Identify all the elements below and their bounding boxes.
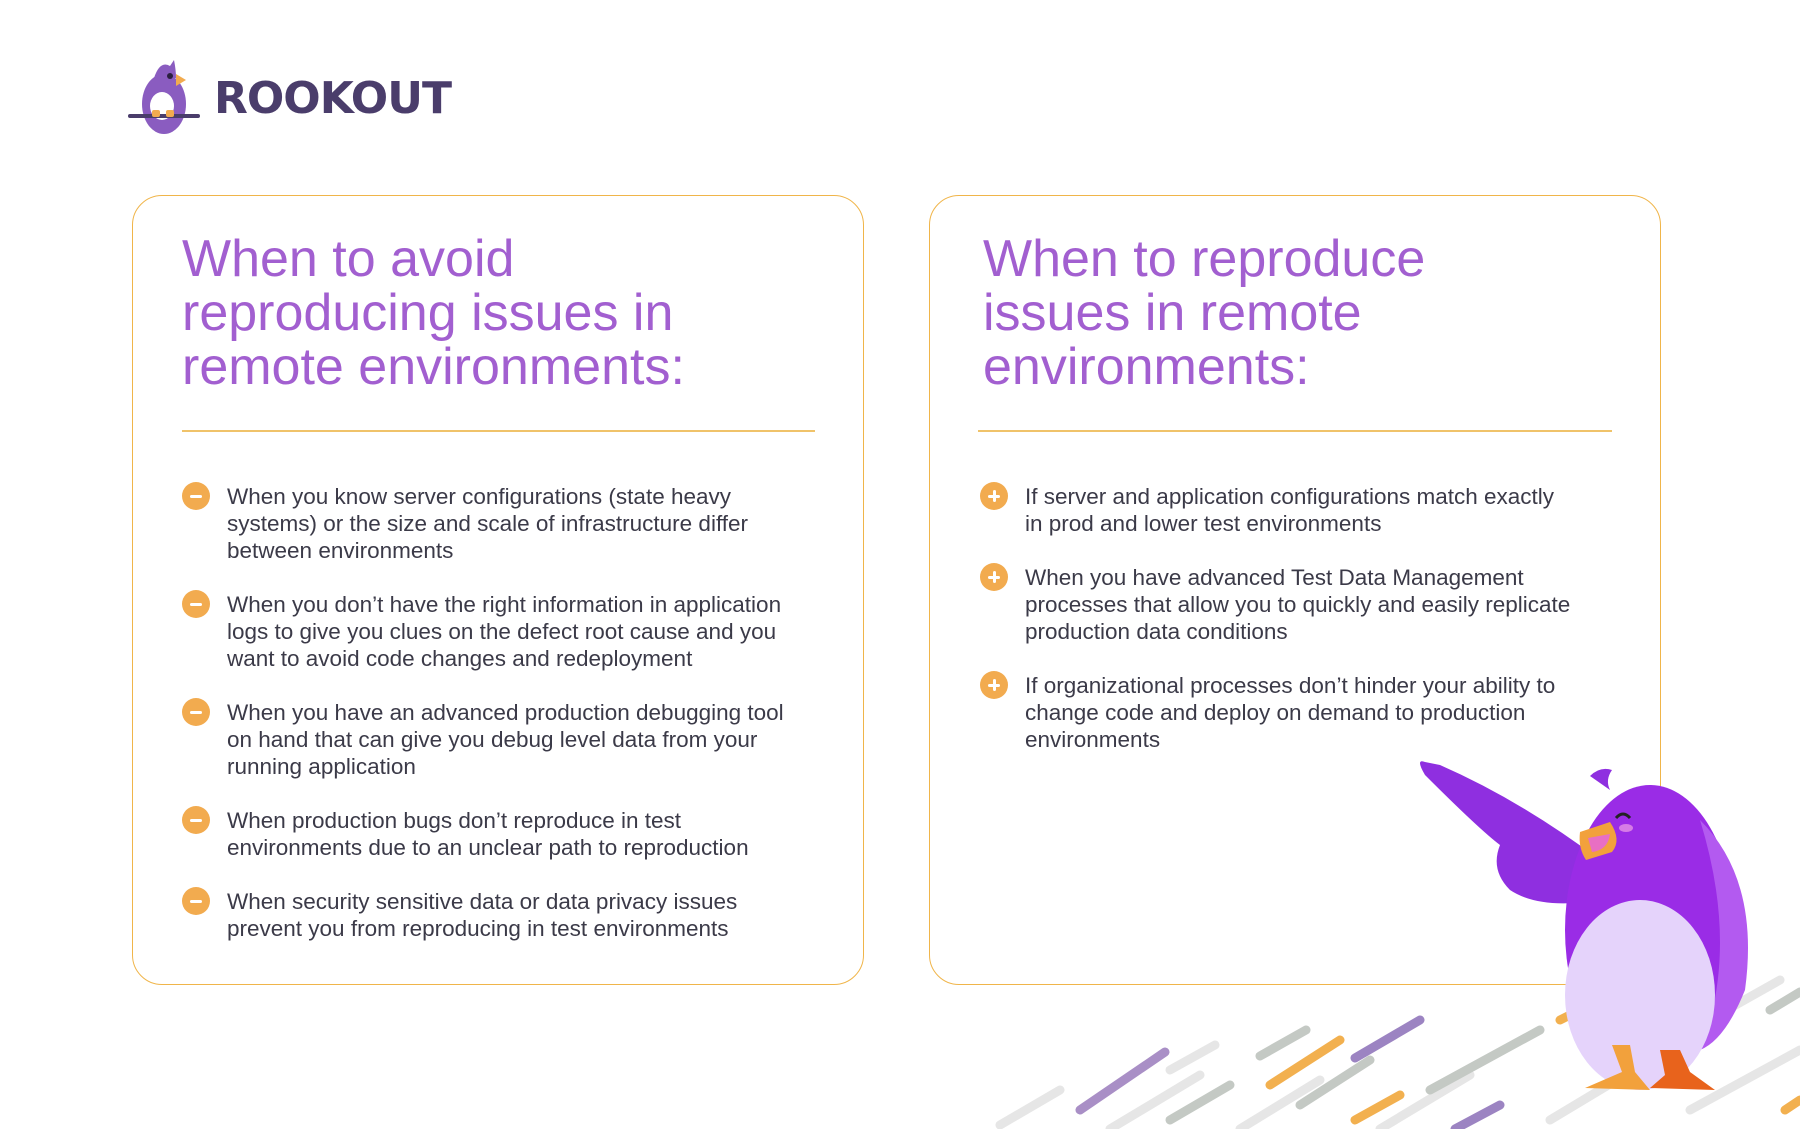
list-item: If server and application configurations… [980, 482, 1630, 537]
item-text: When you know server configurations (sta… [227, 483, 748, 564]
card-title: When to reproduce issues in remote envir… [983, 232, 1425, 394]
plus-circle-icon [980, 671, 1008, 699]
text-line: environments due to an unclear path to r… [227, 835, 749, 860]
text-line: in prod and lower test environments [1025, 511, 1382, 536]
text-line: environments [1025, 727, 1161, 752]
item-text: If organizational processes don’t hinder… [1025, 672, 1555, 753]
brand-name: ROOKOUT [214, 72, 452, 124]
text-line: prevent you from reproducing in test env… [227, 916, 729, 941]
title-line: When to reproduce [983, 230, 1426, 288]
card-title: When to avoid reproducing issues in remo… [182, 232, 685, 394]
title-line: reproducing issues in [182, 284, 674, 342]
list-item: When you have advanced Test Data Managem… [980, 563, 1630, 645]
text-line: production data conditions [1025, 619, 1288, 644]
list-item: If organizational processes don’t hinder… [980, 671, 1630, 753]
bird-logo-icon [128, 60, 200, 134]
text-line: between environments [227, 538, 454, 563]
text-line: If server and application configurations… [1025, 484, 1555, 509]
text-line: When you don’t have the right informatio… [227, 592, 782, 617]
item-text: When you have an advanced production deb… [227, 699, 784, 780]
text-line: processes that allow you to quickly and … [1025, 592, 1571, 617]
reproduce-card: When to reproduce issues in remote envir… [929, 195, 1661, 985]
title-line: environments: [983, 338, 1310, 396]
text-line: When you have an advanced production deb… [227, 700, 784, 725]
list-item: When you know server configurations (sta… [182, 482, 833, 564]
plus-circle-icon [980, 563, 1008, 591]
title-line: issues in remote [983, 284, 1362, 342]
text-line: logs to give you clues on the defect roo… [227, 619, 777, 644]
item-text: When production bugs don’t reproduce in … [227, 807, 749, 861]
text-line: When you have advanced Test Data Managem… [1025, 565, 1524, 590]
text-line: on hand that can give you debug level da… [227, 727, 758, 752]
text-line: When production bugs don’t reproduce in … [227, 808, 682, 833]
rookout-logo: ROOKOUT [126, 56, 452, 140]
minus-circle-icon [182, 806, 210, 834]
avoid-reproducing-card: When to avoid reproducing issues in remo… [132, 195, 864, 985]
text-line: want to avoid code changes and redeploym… [227, 646, 693, 671]
minus-circle-icon [182, 482, 210, 510]
text-line: When you know server configurations (sta… [227, 484, 731, 509]
minus-circle-icon [182, 590, 210, 618]
minus-circle-icon [182, 698, 210, 726]
list-item: When security sensitive data or data pri… [182, 887, 833, 942]
minus-circle-icon [182, 887, 210, 915]
plus-circle-icon [980, 482, 1008, 510]
item-text: When you have advanced Test Data Managem… [1025, 564, 1570, 645]
item-text: When you don’t have the right informatio… [227, 591, 781, 672]
title-line: remote environments: [182, 338, 685, 396]
text-line: If organizational processes don’t hinder… [1025, 673, 1556, 698]
item-text: When security sensitive data or data pri… [227, 888, 737, 942]
list-item: When production bugs don’t reproduce in … [182, 806, 833, 861]
text-line: change code and deploy on demand to prod… [1025, 700, 1526, 725]
list-item: When you have an advanced production deb… [182, 698, 833, 780]
title-line: When to avoid [182, 230, 515, 288]
text-line: When security sensitive data or data pri… [227, 889, 738, 914]
text-line: running application [227, 754, 416, 779]
text-line: systems) or the size and scale of infras… [227, 511, 749, 536]
item-text: If server and application configurations… [1025, 483, 1554, 537]
divider [978, 430, 1612, 432]
pointing-penguin-illustration [1420, 761, 1748, 1090]
divider [182, 430, 815, 432]
list-item: When you don’t have the right informatio… [182, 590, 833, 672]
